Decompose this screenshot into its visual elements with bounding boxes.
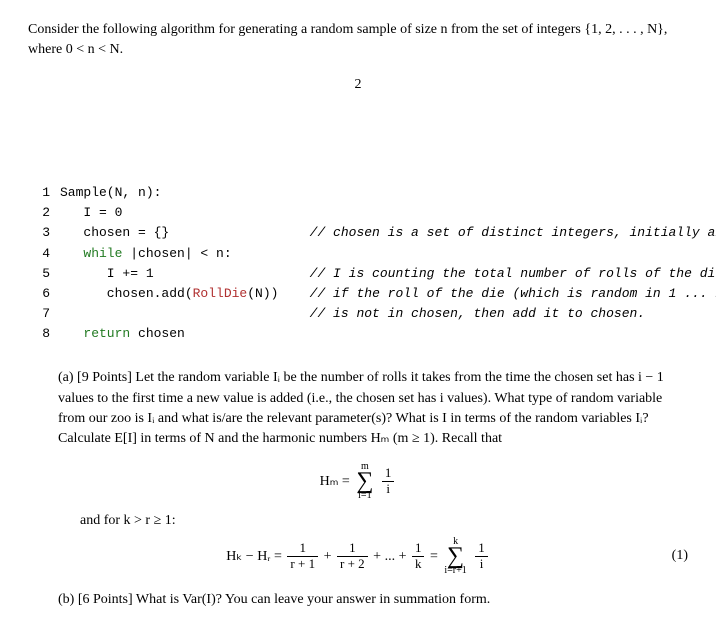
equation-1: Hₖ − Hᵣ = 1r + 1 + 1r + 2 + ... + 1k = k… (28, 537, 688, 576)
and-for-text: and for k > r ≥ 1: (80, 513, 688, 529)
eq1-lhs: Hₖ − Hᵣ = (226, 549, 285, 564)
code-line: 5 I += 1 // I is counting the total numb… (28, 264, 688, 284)
f2d: r + 2 (337, 557, 368, 571)
hm-definition: Hₘ = m ∑ i=1 1 i (28, 462, 688, 501)
code-line: 6 chosen.add(RollDie(N)) // if the roll … (28, 284, 688, 304)
eq1-sigma: k ∑ i=r+1 (444, 537, 466, 576)
code-text: return chosen (50, 324, 185, 344)
line-number: 5 (28, 264, 50, 284)
eq1-sigma-symbol: ∑ (444, 547, 466, 566)
eq1-dots: + ... + (373, 549, 410, 564)
code-line: 2 I = 0 (28, 203, 688, 223)
frac-den: i (382, 482, 395, 496)
line-number: 8 (28, 324, 50, 344)
part-a-label: (a) [9 Points] (58, 370, 135, 385)
eq1-plus1: + (324, 549, 335, 564)
eq1-frac4: 1i (475, 541, 488, 571)
line-number: 1 (28, 183, 50, 203)
f1n: 1 (287, 541, 318, 556)
eq1-frac1: 1r + 1 (287, 541, 318, 571)
hm-frac: 1 i (382, 466, 395, 496)
eq1-sig-bot: i=r+1 (444, 566, 466, 576)
part-b-label: (b) [6 Points] (58, 592, 136, 607)
equation-number: (1) (672, 548, 688, 564)
f4n: 1 (475, 541, 488, 556)
sigma-symbol: ∑ (356, 472, 373, 491)
code-text: I += 1 // I is counting the total number… (50, 264, 716, 284)
code-line: 3 chosen = {} // chosen is a set of dist… (28, 223, 688, 243)
code-text: Sample(N, n): (50, 183, 161, 203)
f2n: 1 (337, 541, 368, 556)
frac-num: 1 (382, 466, 395, 481)
code-text: // is not in chosen, then add it to chos… (50, 304, 645, 324)
code-text: while |chosen| < n: (50, 244, 232, 264)
hm-lhs: Hₘ = (320, 473, 354, 488)
algorithm-code: 1Sample(N, n):2 I = 03 chosen = {} // ch… (28, 183, 688, 344)
eq1-frac2: 1r + 2 (337, 541, 368, 571)
line-number: 7 (28, 304, 50, 324)
code-line: 8 return chosen (28, 324, 688, 344)
sig-bot: i=1 (356, 491, 373, 501)
part-b-text: What is Var(I)? You can leave your answe… (136, 592, 490, 607)
part-a-text: Let the random variable Iᵢ be the number… (58, 370, 664, 446)
eq1-eq: = (430, 549, 441, 564)
f3d: k (412, 557, 425, 571)
code-text: chosen = {} // chosen is a set of distin… (50, 223, 716, 243)
code-line: 1Sample(N, n): (28, 183, 688, 203)
line-number: 3 (28, 223, 50, 243)
hm-sigma: m ∑ i=1 (356, 462, 373, 501)
intro-text: Consider the following algorithm for gen… (28, 20, 688, 59)
code-text: I = 0 (50, 203, 122, 223)
code-line: 4 while |chosen| < n: (28, 244, 688, 264)
part-b: (b) [6 Points] What is Var(I)? You can l… (58, 590, 688, 610)
eq1-frac3: 1k (412, 541, 425, 571)
line-number: 2 (28, 203, 50, 223)
line-number: 6 (28, 284, 50, 304)
code-line: 7 // is not in chosen, then add it to ch… (28, 304, 688, 324)
line-number: 4 (28, 244, 50, 264)
f4d: i (475, 557, 488, 571)
part-a: (a) [9 Points] Let the random variable I… (58, 368, 688, 449)
f1d: r + 1 (287, 557, 318, 571)
f3n: 1 (412, 541, 425, 556)
page-number: 2 (28, 77, 688, 93)
code-text: chosen.add(RollDie(N)) // if the roll of… (50, 284, 716, 304)
